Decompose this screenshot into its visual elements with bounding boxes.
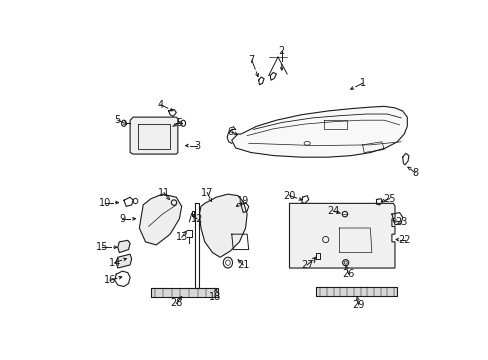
Text: 8: 8 (411, 167, 417, 177)
Text: 15: 15 (96, 242, 108, 252)
Polygon shape (231, 106, 407, 157)
Text: 25: 25 (383, 194, 395, 204)
Text: 10: 10 (99, 198, 111, 208)
Text: 1: 1 (359, 78, 365, 88)
Text: 17: 17 (201, 188, 213, 198)
Text: 20: 20 (283, 191, 295, 201)
Text: 7: 7 (248, 55, 254, 65)
Text: 12: 12 (190, 214, 203, 224)
Text: 2: 2 (278, 46, 285, 56)
Text: 14: 14 (108, 258, 121, 267)
Polygon shape (199, 194, 246, 257)
Polygon shape (118, 240, 130, 253)
Polygon shape (130, 117, 178, 154)
Text: 27: 27 (300, 260, 313, 270)
Text: 18: 18 (208, 292, 221, 302)
Text: 9: 9 (119, 214, 125, 224)
Polygon shape (116, 254, 131, 268)
Text: 6: 6 (227, 127, 233, 137)
Text: 13: 13 (175, 232, 187, 242)
Text: 4: 4 (158, 100, 163, 110)
Text: 21: 21 (237, 260, 249, 270)
Polygon shape (289, 203, 394, 268)
Text: 24: 24 (326, 206, 339, 216)
Text: 23: 23 (394, 217, 407, 227)
Polygon shape (139, 194, 182, 245)
Polygon shape (316, 287, 396, 296)
Text: 26: 26 (342, 269, 354, 279)
Text: 5: 5 (176, 117, 182, 127)
Text: 28: 28 (170, 298, 182, 309)
Text: 5: 5 (114, 115, 121, 125)
Text: 22: 22 (398, 235, 410, 244)
Text: 11: 11 (158, 188, 170, 198)
Text: 3: 3 (194, 141, 200, 150)
Text: 16: 16 (104, 275, 116, 285)
Polygon shape (151, 288, 218, 297)
Text: 29: 29 (352, 300, 364, 310)
Text: 19: 19 (237, 196, 249, 206)
